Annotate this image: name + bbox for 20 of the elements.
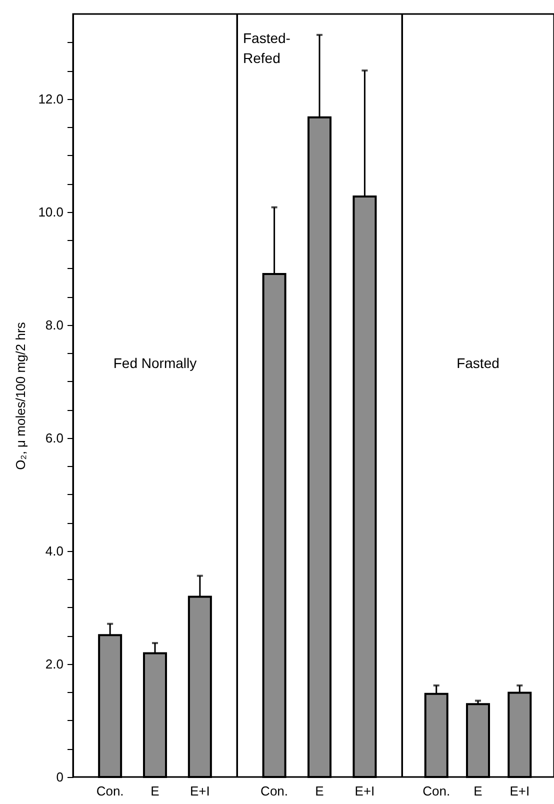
- x-tick-label: Con.: [260, 784, 288, 798]
- x-tick-label: E+I: [510, 784, 530, 798]
- x-tick-label: E+I: [354, 784, 375, 798]
- y-tick-label: 8.0: [45, 317, 64, 332]
- annotation: Fed Normally: [113, 355, 197, 371]
- x-tick-label: E: [474, 784, 483, 798]
- y-tick-label: 6.0: [45, 430, 64, 446]
- x-tick-label: Con.: [96, 784, 124, 798]
- y-axis-title: O₂, μ moles/100 mg/2 hrs: [13, 322, 28, 470]
- x-tick-label: E: [315, 784, 324, 798]
- y-tick-label: 0: [56, 770, 64, 784]
- y-tick-label: 12.0: [38, 91, 64, 106]
- y-tick-label: 4.0: [45, 543, 64, 558]
- x-tick-label: Con.: [422, 784, 450, 798]
- y-tick-label: 2.0: [45, 656, 64, 672]
- annotation: Fasted-Refed: [243, 30, 291, 66]
- annotation: Fasted: [456, 355, 500, 371]
- y-tick-label: 10.0: [38, 204, 64, 220]
- x-tick-label: E: [150, 784, 160, 798]
- x-tick-label: E+I: [190, 784, 210, 798]
